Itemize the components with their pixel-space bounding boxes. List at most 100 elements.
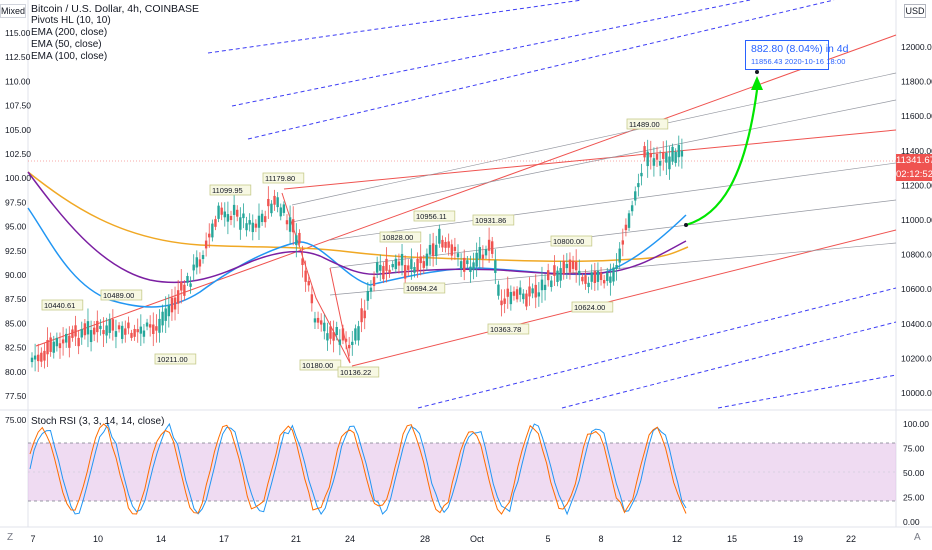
stoch-rsi-label[interactable]: Stoch RSI (3, 3, 14, 14, close) [31, 416, 165, 427]
left-axis-tick: 95.00 [5, 222, 27, 232]
candle-body [323, 322, 326, 332]
candle-body [665, 152, 668, 163]
trend-dashed-line [207, 0, 583, 54]
legend-pivots[interactable]: Pivots HL (10, 10) [31, 15, 111, 26]
zoom-icon[interactable]: Z [7, 532, 14, 543]
candle-body [497, 284, 500, 296]
candle-body [304, 270, 307, 282]
candle-body [375, 262, 379, 273]
candle-body [509, 291, 513, 305]
time-axis-tick: Oct [470, 534, 485, 544]
candle-body [127, 322, 130, 329]
left-axis-tick: 112.50 [5, 52, 31, 62]
stoch-axis-tick: 75.00 [903, 444, 925, 454]
right-axis-tick: 10600.00 [901, 284, 932, 294]
currency-button[interactable]: USD [904, 4, 926, 18]
candle-body [568, 259, 572, 273]
pitchfork-median-line [329, 162, 897, 241]
candle-body [565, 263, 569, 269]
candle-body [155, 326, 158, 331]
time-axis-tick: 24 [345, 534, 355, 544]
scale-mode-button[interactable]: Mixed [0, 4, 26, 18]
candle-body [643, 146, 646, 158]
left-axis-tick: 75.00 [5, 415, 27, 425]
candle-body [463, 257, 466, 272]
candle-body [341, 328, 345, 341]
candle-body [652, 158, 656, 166]
legend-ema-50[interactable]: EMA (50, close) [31, 39, 102, 50]
pivot-label: 10931.86 [475, 216, 506, 225]
candle-body [444, 241, 447, 248]
candle-body [351, 341, 354, 346]
pivot-label: 10489.00 [103, 291, 134, 300]
pivot-label-box [472, 214, 515, 226]
candle-body [407, 265, 410, 270]
candle-body [599, 272, 603, 281]
candle-body [239, 217, 242, 230]
candle-body [43, 350, 46, 361]
projection-change: 882.80 (8.04%) in 4d [751, 43, 849, 55]
time-axis-tick: 22 [846, 534, 856, 544]
candle-body [254, 223, 258, 228]
candle-body [397, 261, 401, 266]
candle-body [226, 214, 230, 222]
candle-body [671, 146, 674, 162]
candle-body [431, 243, 435, 257]
candle-body [86, 321, 90, 335]
legend-ema-200[interactable]: EMA (200, close) [31, 27, 108, 38]
candle-body [621, 240, 625, 245]
candle-body [372, 276, 376, 287]
candle-body [152, 324, 155, 334]
candle-body [543, 284, 547, 291]
pivot-label-box [337, 366, 380, 378]
candle-body [410, 259, 413, 270]
symbol-title[interactable]: Bitcoin / U.S. Dollar, 4h, COINBASE [31, 3, 200, 15]
candle-body [65, 333, 68, 343]
candle-body [612, 267, 615, 282]
candle-body [484, 249, 488, 256]
candle-body [637, 183, 640, 188]
pivot-label-box [550, 235, 593, 247]
candle-body [584, 275, 587, 284]
candle-body [37, 354, 40, 362]
stoch-d-line [29, 423, 687, 515]
candle-body [46, 340, 49, 355]
left-axis-tick: 92.50 [5, 246, 27, 256]
pivot-label-box [626, 118, 669, 130]
candle-body [624, 224, 628, 231]
bar-countdown-badge: 02:12:52 [896, 168, 932, 181]
pivot-label: 10956.11 [416, 212, 447, 221]
pitchfork-median-line [329, 199, 897, 269]
candle-body [581, 276, 584, 282]
candle-body [472, 262, 475, 270]
time-axis-tick: 15 [727, 534, 737, 544]
trend-dashed-line [231, 0, 751, 107]
pivot-label-box [379, 231, 422, 243]
candle-body [33, 355, 37, 360]
candle-body [571, 260, 575, 269]
candle-body [522, 293, 525, 300]
candle-body [288, 217, 292, 232]
time-axis-tick: 19 [793, 534, 803, 544]
candle-body [540, 279, 544, 291]
candle-body [267, 199, 270, 207]
candle-body [391, 264, 394, 268]
pivot-label-box [413, 210, 456, 222]
candle-body [562, 260, 565, 274]
left-axis-tick: 80.00 [5, 367, 27, 377]
pivot-label: 11099.95 [212, 186, 243, 195]
projection-label[interactable]: 882.80 (8.04%) in 4d 11856.43 2020-10-16… [745, 40, 848, 70]
candle-body [260, 213, 264, 223]
candle-body [245, 223, 248, 231]
candle-body [578, 270, 581, 275]
candle-body [270, 203, 273, 214]
candle-body [161, 311, 164, 326]
legend-ema-100[interactable]: EMA (100, close) [31, 51, 108, 62]
candle-body [602, 280, 606, 284]
candle-body [416, 258, 419, 272]
candle-body [201, 255, 205, 260]
stoch-axis-tick: 100.00 [903, 419, 929, 429]
candle-body [316, 317, 320, 323]
auto-scale-button[interactable]: A [914, 532, 921, 543]
